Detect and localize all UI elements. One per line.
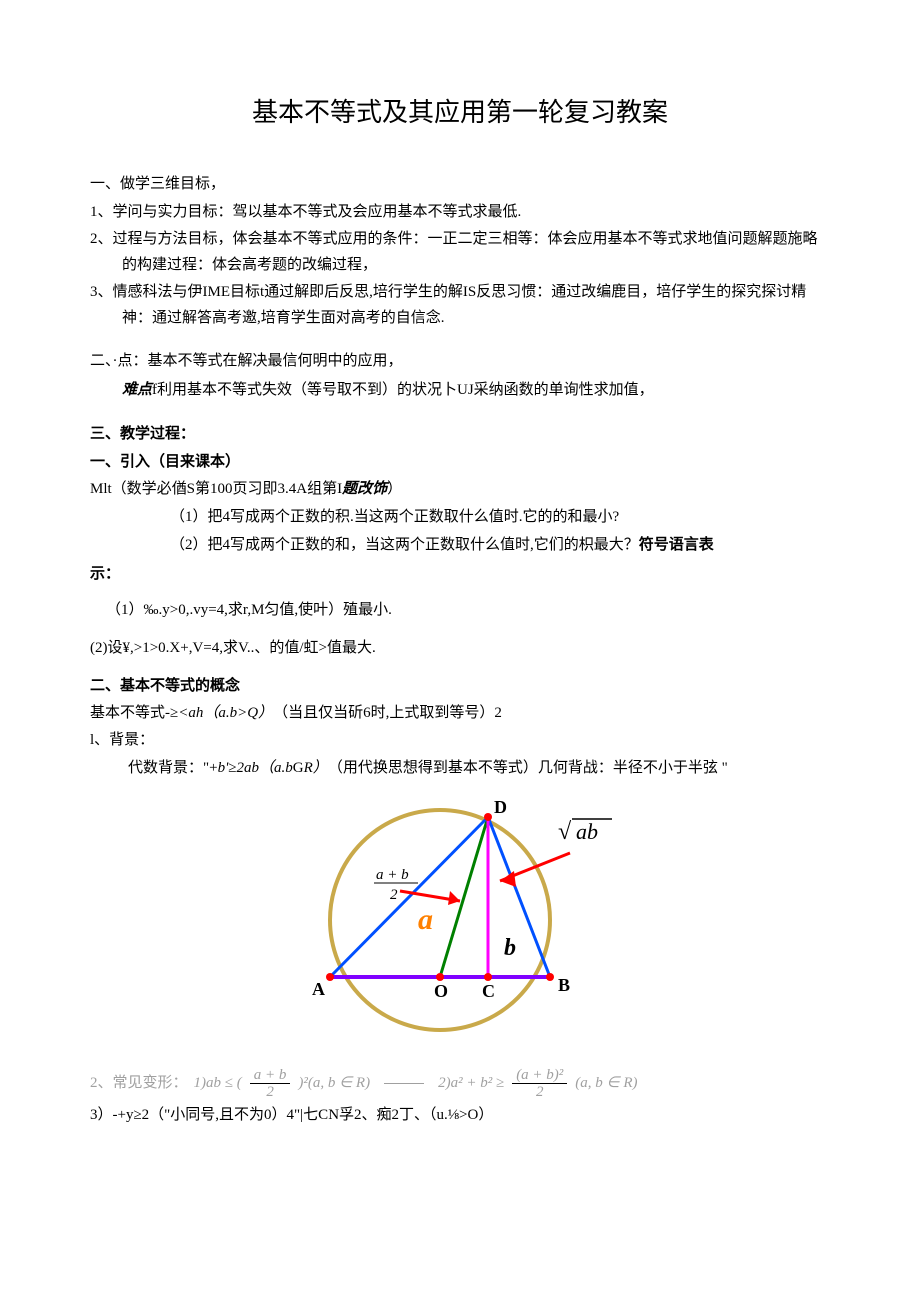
bg-a: 代数背景："+: [128, 760, 218, 776]
transform-3: 3）-+y≥2（"小同号,且不为0）4"|七CN孚2、痴2丁、（u.⅛>O）: [90, 1103, 830, 1129]
problem-1: （1）把4写成两个正数的积.当这两个正数取什么值时.它的的和最小?: [90, 505, 830, 531]
f1-frac: a + b 2: [250, 1067, 291, 1101]
f2-den: 2: [532, 1084, 548, 1101]
basic-ineq-a: 基本不等式-≥: [90, 705, 178, 721]
svg-text:A: A: [312, 979, 325, 999]
background-para: 代数背景："+b'≥2ab（a.bGR） （用代换思想得到基本不等式）几何背战：…: [90, 756, 830, 782]
f1-a: 1)ab ≤ (: [194, 1071, 242, 1097]
intro-source-post: ）: [387, 481, 402, 497]
symbol-heading: 示：: [90, 561, 830, 587]
svg-text:√: √: [558, 819, 572, 845]
intro-source-bold: 题改饰: [342, 480, 387, 497]
f2-a: 2)a² + b² ≥: [438, 1071, 504, 1097]
svg-text:b: b: [504, 935, 516, 961]
svg-text:a + b: a + b: [376, 867, 409, 883]
bg-b: b'≥2ab（a.b: [218, 760, 293, 776]
f1-b: )²(a, b ∈ R): [298, 1071, 370, 1097]
difficulty-text: f利用基本不等式失效（等号取不到）的状况卜UJ采纳函数的单询性求加值，: [152, 382, 654, 398]
difficulty-line: 难点f利用基本不等式失效（等号取不到）的状况卜UJ采纳函数的单询性求加值，: [90, 377, 830, 404]
document-page: 基本不等式及其应用第一轮复习教案 一、做学三维目标， 1、学问与实力目标：驾以基…: [0, 0, 920, 1170]
svg-text:ab: ab: [576, 819, 598, 844]
concept-heading: 二、基本不等式的概念: [90, 673, 830, 699]
geometry-figure: AOCBDa + b2ab√ab: [90, 795, 830, 1055]
background-label: l、背景：: [90, 728, 830, 754]
basic-ineq-line: 基本不等式-≥<ah（a.b>Q） （当且仅当斫6时,上式取到等号）2: [90, 701, 830, 727]
transform-prefix: 2、常见变形：: [90, 1071, 188, 1097]
goal-1: 1、学问与实力目标：驾以基本不等式及会应用基本不等式求最低.: [90, 200, 830, 226]
f1-num: a + b: [250, 1067, 291, 1085]
symbol-label: 符号语言表: [639, 536, 714, 553]
goal-2: 2、过程与方法目标，体会基本不等式应用的条件：一正二定三相等：体会应用基本不等式…: [90, 227, 830, 278]
problem-2-text: （2）把4写成两个正数的和，当这两个正数取什么值时,它们的枳最大？: [170, 537, 639, 553]
transform-line: 2、常见变形： 1)ab ≤ ( a + b 2 )²(a, b ∈ R) 2)…: [90, 1067, 830, 1101]
intro-source: Mlt（数学必偤S第100页习即3.4A组第I题改饰）: [90, 476, 830, 503]
difficulty-label: 难点: [122, 381, 152, 398]
intro-source-pre: Mlt（数学必偤S第100页习即3.4A组第I: [90, 481, 342, 497]
circle-diagram: AOCBDa + b2ab√ab: [290, 795, 630, 1045]
page-title: 基本不等式及其应用第一轮复习教案: [90, 90, 830, 134]
bg-d: R）: [304, 760, 321, 776]
bg-e: （用代换思想得到基本不等式）几何背战：半径不小于半弦 ": [335, 760, 727, 776]
intro-heading: 一、引入（目来课本）: [90, 449, 830, 475]
f2-num: (a + b)²: [512, 1067, 567, 1085]
svg-text:a: a: [418, 903, 433, 936]
bg-c: G: [293, 760, 304, 776]
svg-text:2: 2: [390, 887, 398, 903]
section-3-heading: 三、教学过程：: [90, 421, 830, 447]
f1-den: 2: [262, 1084, 278, 1101]
svg-text:D: D: [494, 797, 507, 817]
symbolic-1: （1）‰.y>0,.vy=4,求r,M匀值,使叶）殖最小.: [90, 598, 830, 624]
f2-b: (a, b ∈ R): [575, 1071, 637, 1097]
svg-text:B: B: [558, 975, 570, 995]
section-1-heading: 一、做学三维目标，: [90, 172, 830, 198]
basic-ineq-b: <ah（a.b>Q）: [178, 705, 265, 721]
section-2-heading: 二、·点：基本不等式在解决最信何明中的应用，: [90, 349, 830, 375]
symbolic-2: (2)设¥,>1>0.X+,V=4,求V..、的值/虹>值最大.: [90, 636, 830, 662]
svg-text:O: O: [434, 981, 448, 1001]
basic-ineq-c: （当且仅当斫6时,上式取到等号）2: [281, 705, 502, 721]
svg-text:C: C: [482, 981, 495, 1001]
problem-2: （2）把4写成两个正数的和，当这两个正数取什么值时,它们的枳最大？符号语言表: [90, 532, 830, 559]
goal-3: 3、情感科法与伊IME目标t通过解即后反思,培行学生的解IS反思习惯：通过改编鹿…: [90, 280, 830, 331]
f2-frac: (a + b)² 2: [512, 1067, 567, 1101]
